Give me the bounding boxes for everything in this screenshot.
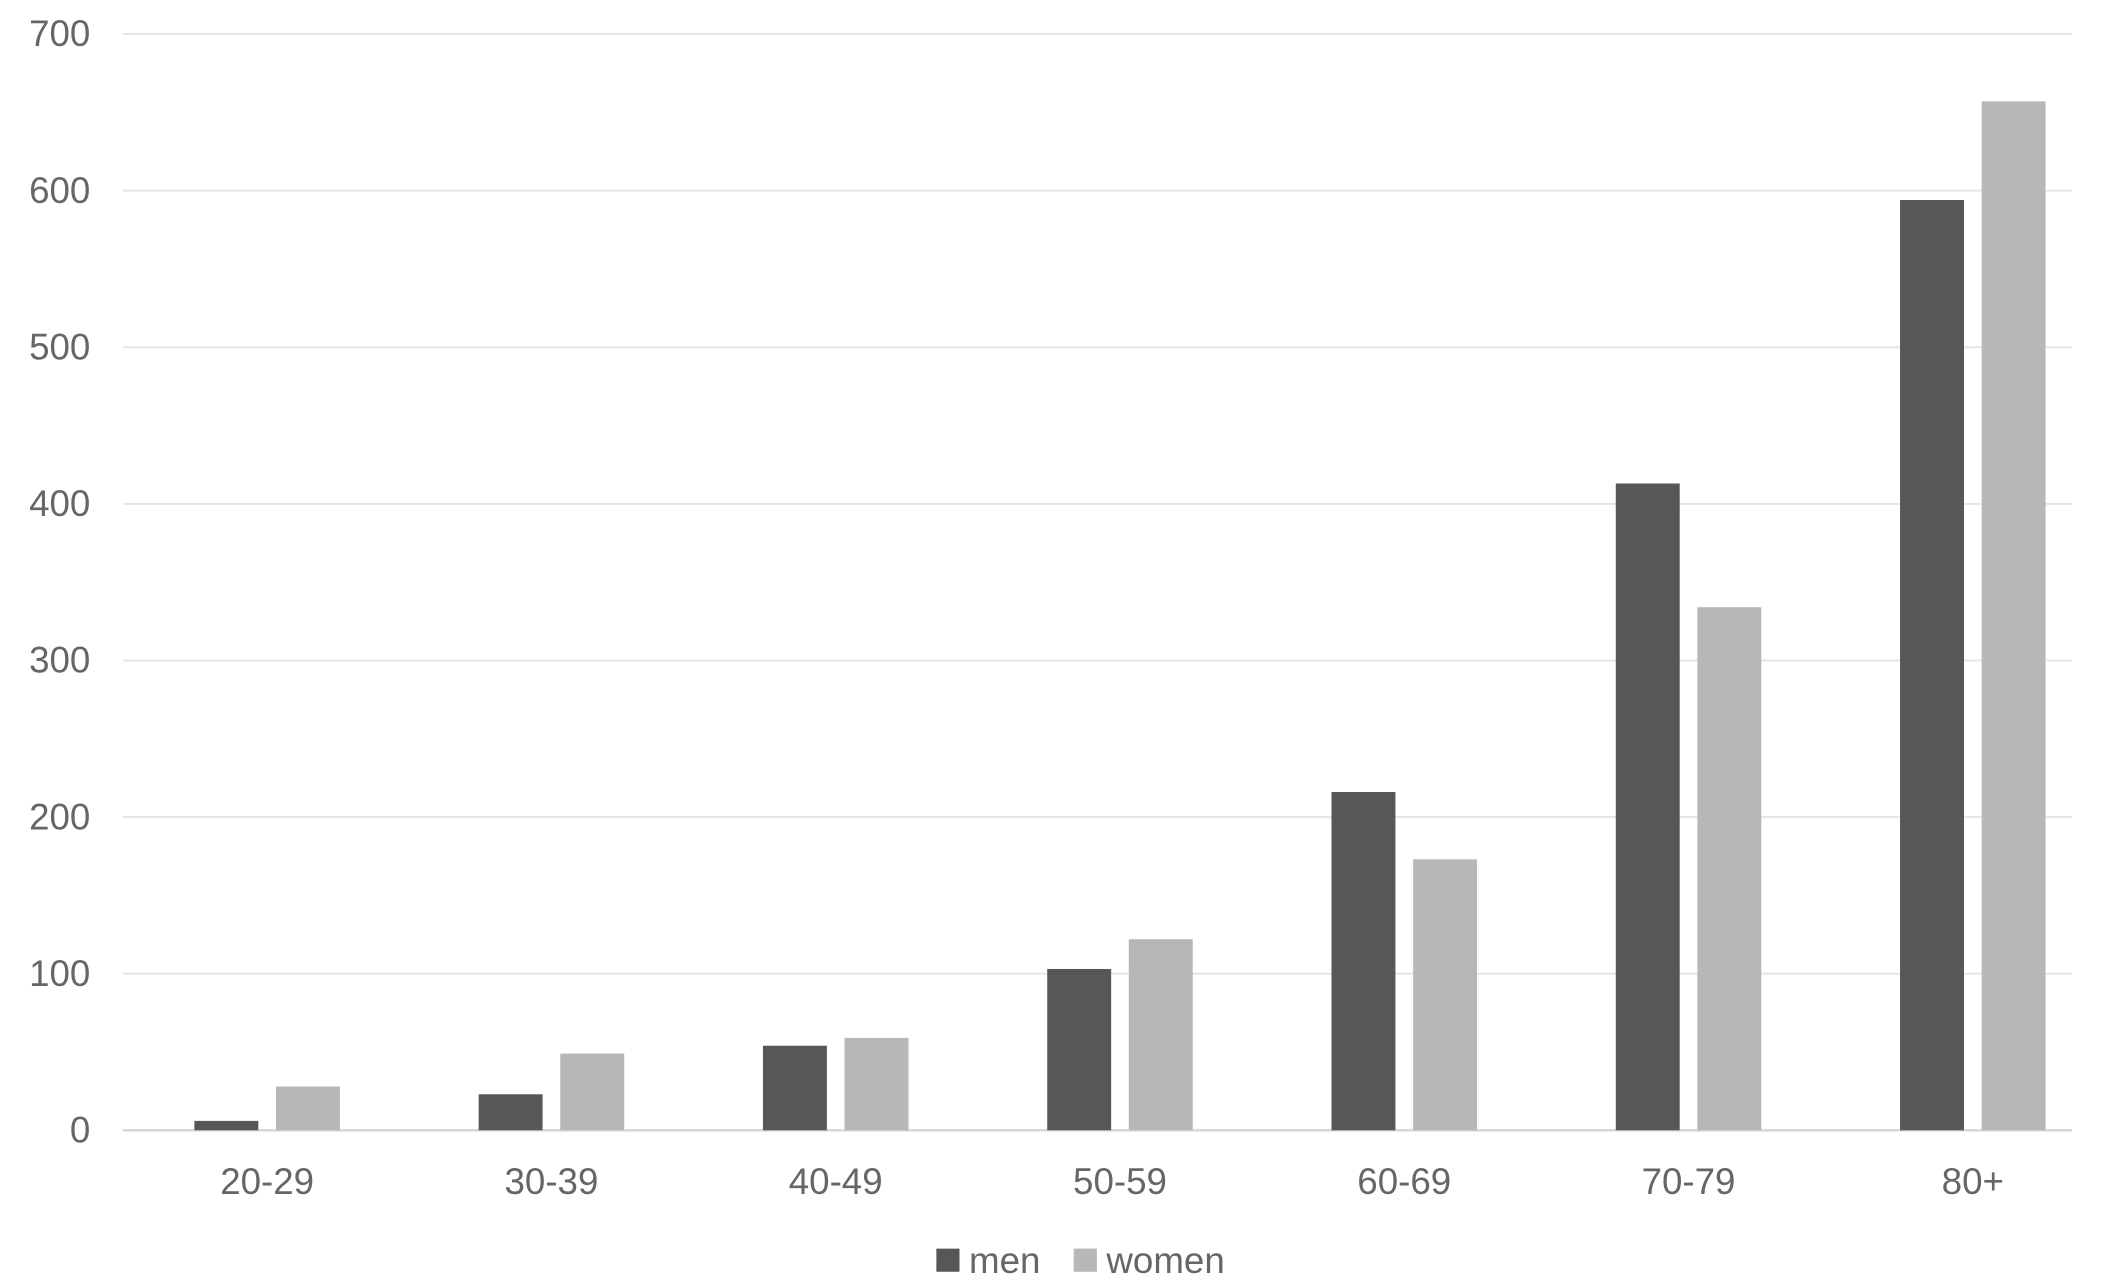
y-tick-label: 100	[29, 953, 90, 994]
x-tick-label: 30-39	[504, 1161, 598, 1202]
legend-label-women: women	[1105, 1240, 1224, 1281]
legend: men women	[936, 1240, 1225, 1281]
y-tick-label: 300	[29, 640, 90, 681]
x-tick-label: 70-79	[1642, 1161, 1736, 1202]
bar-women-50-59	[1128, 939, 1193, 1131]
x-tick-label: 40-49	[789, 1161, 883, 1202]
bar-women-70-79	[1697, 607, 1762, 1131]
bar-women-60-69	[1413, 859, 1478, 1131]
y-tick-label: 700	[29, 13, 90, 54]
bar-men-30-39	[478, 1094, 543, 1131]
x-axis-ticks: 20-29 30-39 40-49 50-59 60-69 70-79 80+	[220, 1161, 2004, 1202]
x-tick-label: 20-29	[220, 1161, 314, 1202]
bar-women-30-39	[560, 1053, 625, 1131]
x-tick-label: 60-69	[1357, 1161, 1451, 1202]
bar-men-40-49	[762, 1045, 827, 1131]
y-tick-label: 600	[29, 170, 90, 211]
bar-men-20-29	[194, 1120, 259, 1131]
bar-men-50-59	[1047, 968, 1112, 1131]
bar-men-80+	[1900, 200, 1964, 1131]
bars	[194, 101, 2046, 1131]
bar-women-80+	[1981, 101, 2046, 1131]
legend-label-men: men	[969, 1240, 1040, 1281]
x-tick-label: 50-59	[1073, 1161, 1167, 1202]
y-axis-ticks: 0 100 200 300 400 500 600 700	[29, 13, 90, 1150]
bar-women-20-29	[276, 1086, 340, 1131]
y-tick-label: 200	[29, 796, 90, 837]
legend-swatch-men	[936, 1248, 960, 1272]
y-tick-label: 0	[70, 1110, 90, 1151]
bar-men-60-69	[1331, 792, 1396, 1131]
y-tick-label: 500	[29, 326, 90, 367]
x-tick-label: 80+	[1942, 1161, 2004, 1202]
y-tick-label: 400	[29, 483, 90, 524]
bar-women-40-49	[844, 1037, 909, 1131]
bar-men-70-79	[1615, 483, 1680, 1131]
legend-swatch-women	[1073, 1248, 1097, 1272]
gridlines	[122, 32, 2073, 1132]
